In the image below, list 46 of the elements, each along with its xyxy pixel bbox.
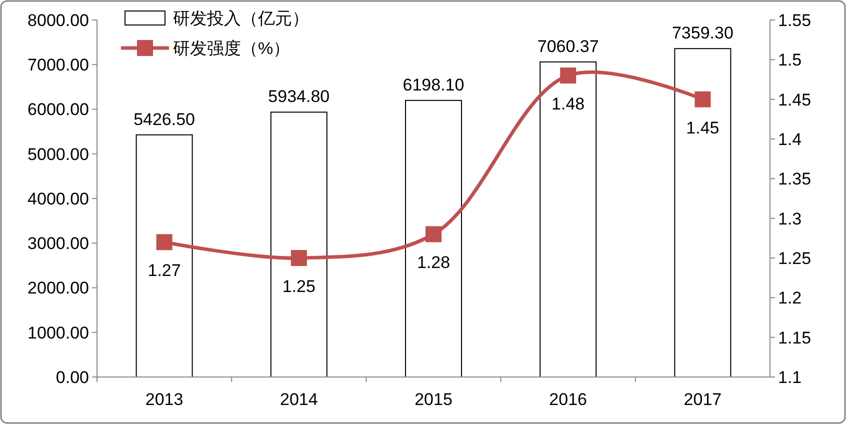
y2-tick-label: 1.55	[778, 10, 812, 30]
y-tick-label: 6000.00	[28, 100, 89, 120]
y2-tick-label: 1.4	[778, 130, 802, 149]
x-tick-label: 2017	[684, 390, 722, 409]
x-tick-label: 2014	[280, 390, 318, 409]
y2-tick-label: 1.2	[778, 288, 802, 308]
data-label: 7060.37	[537, 36, 599, 56]
legend-label: 研发强度（%）	[173, 38, 290, 58]
data-label: 6198.10	[402, 75, 464, 94]
data-label: 1.45	[686, 118, 720, 138]
bar	[270, 112, 328, 378]
y2-tick-label: 1.5	[778, 50, 802, 70]
y-tick-label: 3000.00	[28, 234, 89, 254]
point	[290, 250, 307, 266]
y-tick-label: 5000.00	[28, 144, 89, 164]
data-label: 1.27	[148, 261, 181, 280]
point	[156, 234, 172, 250]
y2-tick-label: 1.35	[778, 170, 812, 189]
point	[426, 226, 442, 242]
bar	[674, 48, 732, 378]
point	[560, 68, 576, 84]
x-tick-label: 2015	[414, 390, 452, 409]
y2-tick-label: 1.15	[778, 328, 812, 348]
y2-tick-label: 1.1	[778, 368, 802, 387]
point	[694, 91, 711, 108]
y2-tick-label: 1.3	[778, 209, 802, 228]
bar	[540, 61, 597, 378]
x-tick-label: 2013	[145, 390, 184, 409]
data-label: 5934.80	[268, 87, 330, 106]
y-tick-label: 1000.00	[28, 323, 89, 342]
legend-label: 研发投入（亿元）	[173, 8, 309, 28]
y2-tick-label: 1.25	[778, 248, 812, 268]
bar	[405, 100, 462, 378]
data-label: 7359.30	[672, 24, 734, 43]
data-label: 1.25	[282, 277, 316, 296]
bar	[136, 134, 193, 378]
data-label: 5426.50	[134, 110, 196, 129]
data-label: 1.28	[416, 253, 450, 272]
y-tick-label: 2000.00	[28, 278, 89, 298]
x-tick-label: 2016	[549, 390, 588, 409]
y-tick-label: 7000.00	[28, 56, 89, 75]
y-tick-label: 4000.00	[28, 189, 89, 208]
y-tick-label: 8000.00	[28, 10, 89, 30]
data-label: 1.48	[552, 94, 585, 114]
y2-tick-label: 1.45	[778, 90, 812, 110]
y-tick-label: 0.00	[56, 368, 89, 387]
